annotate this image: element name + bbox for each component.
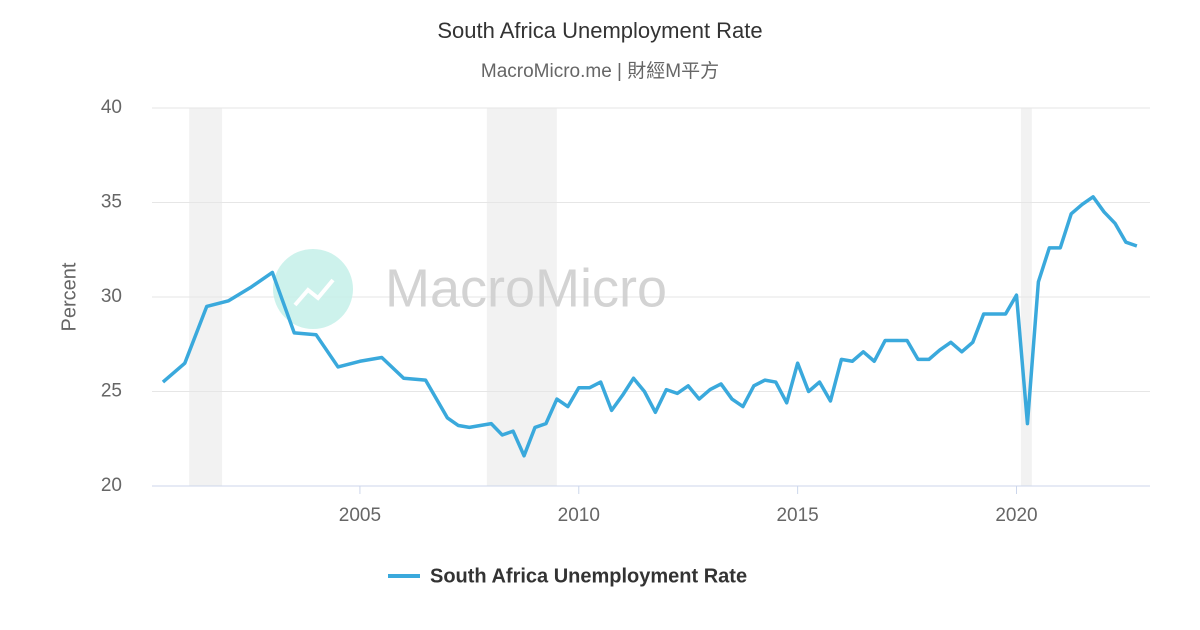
y-tick-label: 35 [101,192,122,213]
watermark-text: MacroMicro [385,258,667,318]
y-tick-label: 30 [101,286,122,307]
x-tick-label: 2015 [776,505,818,526]
watermark-logo [273,249,353,329]
legend: South Africa Unemployment Rate [388,565,747,587]
x-tick-label: 2005 [339,505,381,526]
watermark-logo-line [293,278,335,307]
y-tick-label: 40 [101,97,122,118]
data-line [161,195,1138,458]
chart-title: South Africa Unemployment Rate [437,18,762,43]
x-tick-label: 2020 [995,505,1037,526]
y-tick-label: 20 [101,475,122,496]
y-tick-label: 25 [101,381,122,402]
legend-label: South Africa Unemployment Rate [430,565,747,587]
watermark: MacroMicro [273,249,667,329]
legend-item: South Africa Unemployment Rate [388,565,747,587]
chart-subtitle: MacroMicro.me | 財經M平方 [481,60,719,82]
x-tick-label: 2010 [558,505,600,526]
y-axis-label: Percent [58,262,80,331]
plot [161,195,1138,458]
